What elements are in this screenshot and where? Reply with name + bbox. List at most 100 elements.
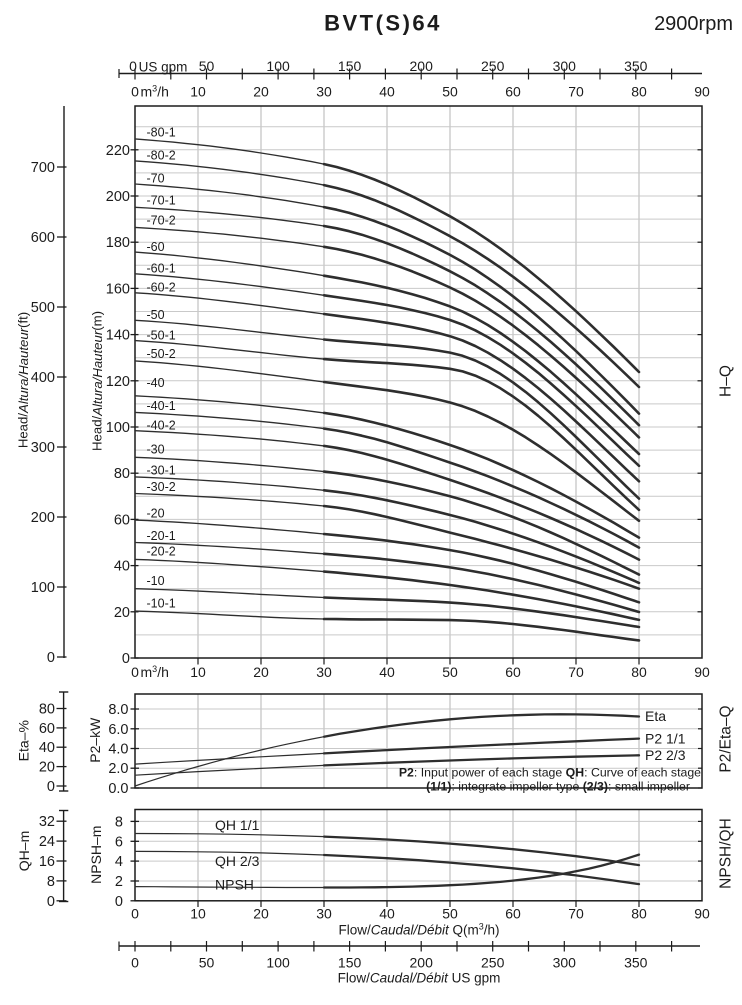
svg-text:30: 30: [316, 906, 332, 922]
svg-text:60: 60: [505, 84, 521, 100]
svg-text:250: 250: [481, 58, 505, 74]
svg-text:60: 60: [505, 664, 521, 680]
svg-text:m3/h: m3/h: [141, 84, 169, 100]
svg-text:0: 0: [131, 906, 139, 922]
svg-text:Flow/Caudal/Débit US gpm: Flow/Caudal/Débit US gpm: [338, 971, 501, 986]
svg-text:P2/Eta–Q: P2/Eta–Q: [718, 705, 735, 772]
svg-text:-60-1: -60-1: [147, 262, 176, 276]
svg-text:-80-2: -80-2: [147, 149, 176, 163]
svg-text:NPSH: NPSH: [215, 877, 254, 893]
svg-text:Eta–%: Eta–%: [16, 720, 32, 761]
svg-text:90: 90: [694, 84, 710, 100]
svg-text:100: 100: [31, 580, 55, 596]
svg-text:P2–kW: P2–kW: [87, 717, 103, 763]
svg-text:0.0: 0.0: [108, 781, 128, 797]
svg-text:350: 350: [624, 58, 648, 74]
svg-text:8: 8: [47, 874, 55, 890]
svg-text:NPSH–m: NPSH–m: [88, 826, 104, 884]
svg-text:250: 250: [481, 955, 505, 971]
svg-text:-50-1: -50-1: [147, 328, 176, 342]
svg-text:6: 6: [115, 834, 123, 850]
svg-text:50: 50: [442, 906, 458, 922]
svg-text:500: 500: [31, 300, 55, 316]
svg-text:6.0: 6.0: [108, 722, 128, 738]
svg-text:20: 20: [253, 84, 269, 100]
svg-text:2900rpm: 2900rpm: [654, 13, 733, 35]
svg-text:16: 16: [39, 854, 55, 870]
svg-text:0: 0: [122, 651, 130, 667]
svg-text:60: 60: [114, 512, 130, 528]
svg-text:Head/Altura/Hauteur(ft): Head/Altura/Hauteur(ft): [16, 312, 31, 448]
svg-text:8: 8: [115, 814, 123, 830]
svg-text:-70-2: -70-2: [147, 214, 176, 228]
svg-text:200: 200: [31, 510, 55, 526]
svg-text:QH–m: QH–m: [16, 831, 32, 871]
svg-text:Flow/Caudal/Débit Q(m3/h): Flow/Caudal/Débit Q(m3/h): [338, 922, 499, 938]
svg-text:NPSH/QH: NPSH/QH: [718, 818, 735, 889]
svg-text:-20: -20: [147, 507, 165, 521]
svg-text:-20-2: -20-2: [147, 545, 176, 559]
svg-text:-80-1: -80-1: [147, 125, 176, 139]
svg-text:80: 80: [631, 84, 647, 100]
svg-text:150: 150: [338, 955, 362, 971]
svg-text:20: 20: [39, 760, 55, 776]
svg-text:300: 300: [31, 440, 55, 456]
svg-text:700: 700: [31, 160, 55, 176]
svg-text:40: 40: [114, 559, 130, 575]
svg-text:70: 70: [568, 664, 584, 680]
svg-text:60: 60: [39, 721, 55, 737]
svg-text:20: 20: [253, 664, 269, 680]
svg-text:-10-1: -10-1: [147, 596, 176, 610]
svg-text:220: 220: [106, 143, 130, 159]
svg-text:-60-2: -60-2: [147, 280, 176, 294]
svg-text:80: 80: [631, 664, 647, 680]
svg-text:0: 0: [129, 58, 137, 74]
svg-text:300: 300: [553, 955, 577, 971]
svg-text:50: 50: [199, 58, 215, 74]
svg-text:40: 40: [379, 664, 395, 680]
svg-text:-30-2: -30-2: [147, 480, 176, 494]
svg-text:4.0: 4.0: [108, 742, 128, 758]
svg-text:70: 70: [568, 906, 584, 922]
svg-text:10: 10: [190, 664, 206, 680]
svg-text:-30: -30: [147, 442, 165, 456]
svg-text:600: 600: [31, 230, 55, 246]
svg-text:50: 50: [442, 664, 458, 680]
svg-text:200: 200: [410, 58, 434, 74]
svg-text:Head/Altura/Hauteur(m): Head/Altura/Hauteur(m): [90, 311, 105, 451]
svg-text:30: 30: [316, 84, 332, 100]
svg-text:0: 0: [47, 650, 55, 666]
svg-text:32: 32: [39, 814, 55, 830]
svg-text:QH 2/3: QH 2/3: [215, 853, 260, 869]
svg-text:70: 70: [568, 84, 584, 100]
svg-text:40: 40: [379, 84, 395, 100]
svg-text:0: 0: [47, 894, 55, 910]
svg-text:-40: -40: [147, 376, 165, 390]
svg-text:200: 200: [106, 189, 130, 205]
svg-text:90: 90: [694, 664, 710, 680]
svg-text:400: 400: [31, 370, 55, 386]
svg-text:50: 50: [442, 84, 458, 100]
svg-text:150: 150: [338, 58, 362, 74]
svg-text:0: 0: [131, 84, 139, 100]
svg-text:BVT(S)64: BVT(S)64: [324, 11, 442, 36]
svg-text:300: 300: [553, 58, 577, 74]
svg-text:10: 10: [190, 906, 206, 922]
svg-text:180: 180: [106, 235, 130, 251]
svg-text:0: 0: [131, 664, 139, 680]
svg-text:160: 160: [106, 281, 130, 297]
svg-text:50: 50: [199, 955, 215, 971]
svg-text:P2 2/3: P2 2/3: [645, 747, 686, 763]
svg-text:US gpm: US gpm: [139, 60, 188, 75]
svg-text:10: 10: [190, 84, 206, 100]
svg-text:200: 200: [410, 955, 434, 971]
svg-text:80: 80: [39, 702, 55, 718]
svg-text:-30-1: -30-1: [147, 463, 176, 477]
svg-text:-40-1: -40-1: [147, 399, 176, 413]
svg-text:20: 20: [114, 605, 130, 621]
svg-text:0: 0: [47, 779, 55, 795]
svg-text:-40-2: -40-2: [147, 419, 176, 433]
svg-text:-10: -10: [147, 574, 165, 588]
svg-text:-70-1: -70-1: [147, 193, 176, 207]
svg-text:24: 24: [39, 834, 55, 850]
